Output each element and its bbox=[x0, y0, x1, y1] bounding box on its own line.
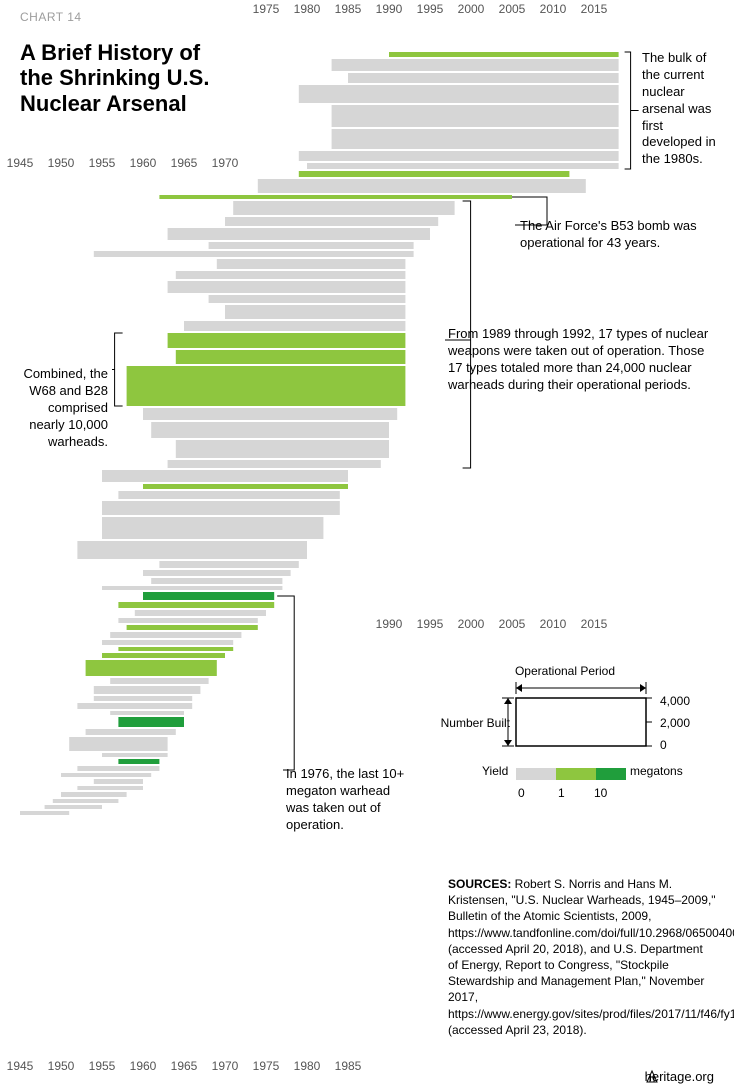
svg-text:1995: 1995 bbox=[417, 617, 444, 631]
svg-text:2000: 2000 bbox=[458, 2, 485, 16]
legend-op-period: Operational Period bbox=[500, 664, 630, 678]
annotation-1989-1992: From 1989 through 1992, 17 types of nucl… bbox=[448, 326, 716, 394]
svg-text:1960: 1960 bbox=[130, 1059, 157, 1073]
svg-text:1990: 1990 bbox=[376, 2, 403, 16]
annotation-w68-b28: Combined, the W68 and B28 comprised near… bbox=[18, 366, 108, 450]
annotation-1976-megaton: In 1976, the last 10+ megaton warhead wa… bbox=[286, 766, 406, 834]
svg-text:2000: 2000 bbox=[458, 617, 485, 631]
svg-text:1955: 1955 bbox=[89, 1059, 116, 1073]
svg-text:1950: 1950 bbox=[48, 1059, 75, 1073]
svg-text:1945: 1945 bbox=[7, 1059, 34, 1073]
legend-x-10: 10 bbox=[594, 786, 607, 800]
svg-text:2015: 2015 bbox=[581, 2, 608, 16]
svg-text:2010: 2010 bbox=[540, 617, 567, 631]
svg-text:1965: 1965 bbox=[171, 1059, 198, 1073]
annotation-b53: The Air Force's B53 bomb was operational… bbox=[520, 218, 720, 252]
footer: heritage.org bbox=[645, 1069, 714, 1084]
svg-text:2015: 2015 bbox=[581, 617, 608, 631]
svg-text:1970: 1970 bbox=[212, 156, 239, 170]
legend-yield: Yield bbox=[482, 764, 508, 778]
legend-num-built: Number Built bbox=[440, 716, 510, 730]
svg-text:1980: 1980 bbox=[294, 1059, 321, 1073]
svg-text:1960: 1960 bbox=[130, 156, 157, 170]
legend-tick-0: 0 bbox=[660, 738, 667, 752]
annotation-bulk-1980s: The bulk of the current nuclear arsenal … bbox=[642, 50, 722, 168]
svg-text:1965: 1965 bbox=[171, 156, 198, 170]
svg-text:1975: 1975 bbox=[253, 1059, 280, 1073]
svg-text:1955: 1955 bbox=[89, 156, 116, 170]
legend-megatons: megatons bbox=[630, 764, 683, 778]
svg-text:2005: 2005 bbox=[499, 2, 526, 16]
legend-x-0: 0 bbox=[518, 786, 525, 800]
svg-text:1945: 1945 bbox=[7, 156, 34, 170]
svg-text:1985: 1985 bbox=[335, 1059, 362, 1073]
svg-text:1990: 1990 bbox=[376, 617, 403, 631]
legend-x-1: 1 bbox=[558, 786, 565, 800]
sources-body: Robert S. Norris and Hans M. Kristensen,… bbox=[448, 877, 734, 1037]
svg-text:2010: 2010 bbox=[540, 2, 567, 16]
sources-text: SOURCES: Robert S. Norris and Hans M. Kr… bbox=[448, 876, 716, 1038]
sources-label: SOURCES: bbox=[448, 877, 511, 891]
legend-tick-2000: 2,000 bbox=[660, 716, 690, 730]
legend-tick-4000: 4,000 bbox=[660, 694, 690, 708]
svg-text:1980: 1980 bbox=[294, 2, 321, 16]
svg-text:1975: 1975 bbox=[253, 2, 280, 16]
svg-text:1985: 1985 bbox=[335, 2, 362, 16]
svg-text:1995: 1995 bbox=[417, 2, 444, 16]
svg-text:2005: 2005 bbox=[499, 617, 526, 631]
svg-text:1950: 1950 bbox=[48, 156, 75, 170]
svg-text:1970: 1970 bbox=[212, 1059, 239, 1073]
